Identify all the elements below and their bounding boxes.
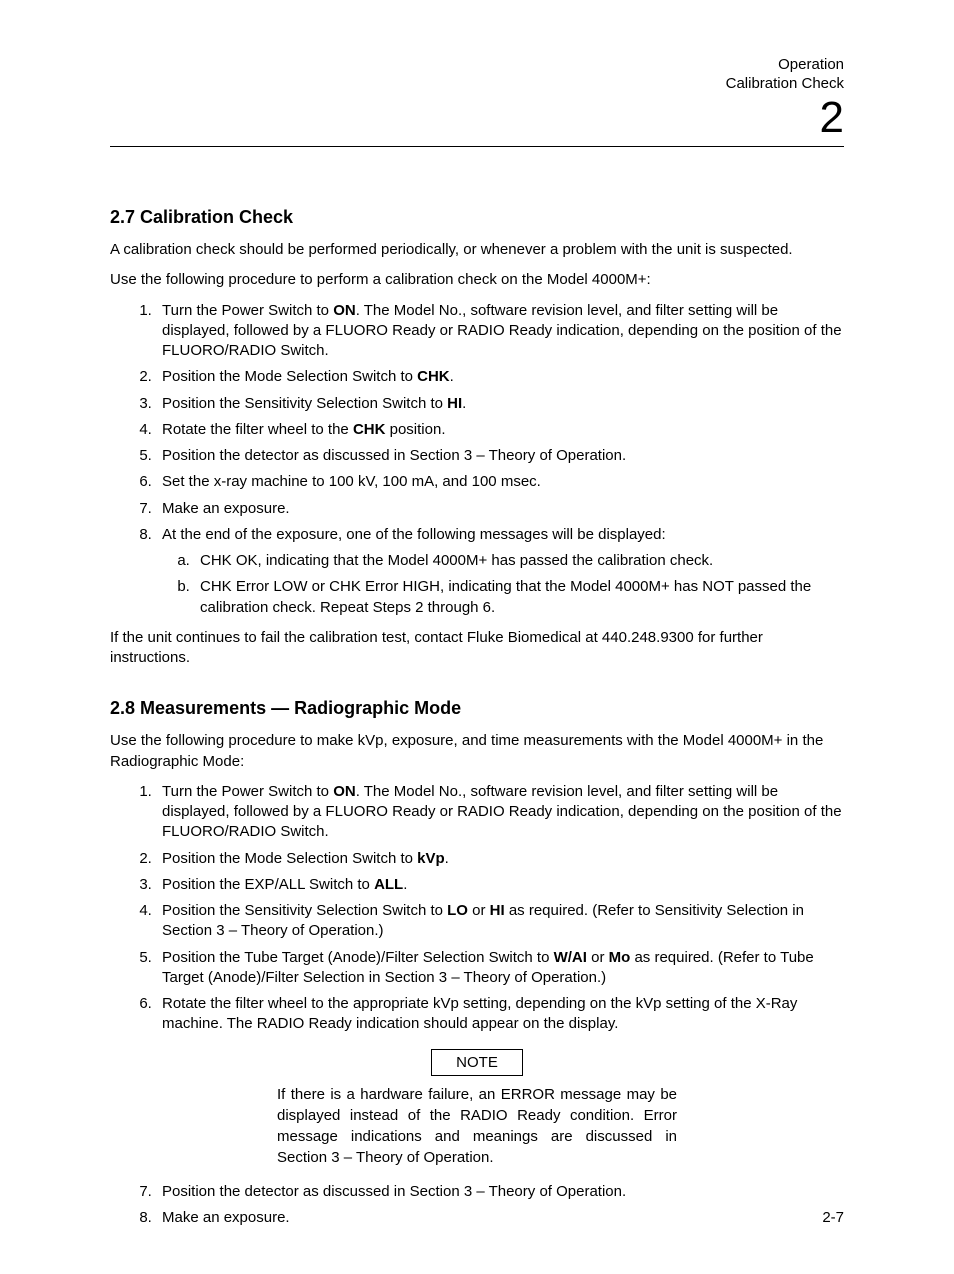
text: Position the Mode Selection Switch to <box>162 368 417 385</box>
radio-step-2: Position the Mode Selection Switch to kV… <box>156 849 844 869</box>
text-bold: Mo <box>609 949 631 966</box>
cal-step-6: Set the x-ray machine to 100 kV, 100 mA,… <box>156 472 844 492</box>
page-number: 2-7 <box>822 1209 844 1226</box>
text: Turn the Power Switch to <box>162 783 333 800</box>
cal-step-4: Rotate the filter wheel to the CHK posit… <box>156 420 844 440</box>
text: . <box>403 876 407 893</box>
radio-step-6: Rotate the filter wheel to the appropria… <box>156 994 844 1035</box>
cal-intro-2: Use the following procedure to perform a… <box>110 270 844 290</box>
text: . <box>462 395 466 412</box>
cal-outro: If the unit continues to fail the calibr… <box>110 628 844 669</box>
text-bold: ON <box>333 783 356 800</box>
text-bold: ON <box>333 302 356 319</box>
text: Position the Mode Selection Switch to <box>162 850 417 867</box>
cal-step-8: At the end of the exposure, one of the f… <box>156 525 844 618</box>
header-rule <box>110 146 844 147</box>
section-heading-calibration: 2.7 Calibration Check <box>110 207 844 228</box>
text: or <box>587 949 609 966</box>
radio-steps: Turn the Power Switch to ON. The Model N… <box>110 782 844 1035</box>
text: Position the Sensitivity Selection Switc… <box>162 902 447 919</box>
radio-step-7: Position the detector as discussed in Se… <box>156 1182 844 1202</box>
section-heading-radio: 2.8 Measurements — Radiographic Mode <box>110 698 844 719</box>
text-bold: W/AI <box>554 949 587 966</box>
text: . <box>445 850 449 867</box>
chapter-header: Operation Calibration Check 2 <box>110 56 844 147</box>
text-bold: HI <box>490 902 505 919</box>
page: Operation Calibration Check 2 2.7 Calibr… <box>0 0 954 1274</box>
text-bold: ALL <box>374 876 403 893</box>
cal-step-8b: CHK Error LOW or CHK Error HIGH, indicat… <box>194 577 844 618</box>
text-bold: kVp <box>417 850 445 867</box>
text-bold: CHK <box>417 368 450 385</box>
cal-step-5: Position the detector as discussed in Se… <box>156 446 844 466</box>
radio-step-4: Position the Sensitivity Selection Switc… <box>156 901 844 942</box>
cal-intro-1: A calibration check should be performed … <box>110 240 844 260</box>
text-bold: CHK <box>353 421 386 438</box>
cal-step-3: Position the Sensitivity Selection Switc… <box>156 394 844 414</box>
cal-step-1: Turn the Power Switch to ON. The Model N… <box>156 301 844 362</box>
radio-step-8: Make an exposure. <box>156 1208 844 1228</box>
radio-step-1: Turn the Power Switch to ON. The Model N… <box>156 782 844 843</box>
text: At the end of the exposure, one of the f… <box>162 526 666 543</box>
note-text: If there is a hardware failure, an ERROR… <box>277 1084 677 1168</box>
text-bold: LO <box>447 902 468 919</box>
cal-step-7: Make an exposure. <box>156 499 844 519</box>
text: Position the Sensitivity Selection Switc… <box>162 395 447 412</box>
radio-intro: Use the following procedure to make kVp,… <box>110 731 844 772</box>
chapter-title: Operation <box>778 56 844 73</box>
text: Position the Tube Target (Anode)/Filter … <box>162 949 554 966</box>
chapter-number: 2 <box>820 96 844 140</box>
text-bold: HI <box>447 395 462 412</box>
cal-step-8a: CHK OK, indicating that the Model 4000M+… <box>194 551 844 571</box>
cal-steps: Turn the Power Switch to ON. The Model N… <box>110 301 844 618</box>
text: position. <box>385 421 445 438</box>
radio-step-3: Position the EXP/ALL Switch to ALL. <box>156 875 844 895</box>
note-block: NOTE If there is a hardware failure, an … <box>277 1049 677 1168</box>
radio-step-5: Position the Tube Target (Anode)/Filter … <box>156 948 844 989</box>
radio-steps-cont: Position the detector as discussed in Se… <box>110 1182 844 1229</box>
text: Turn the Power Switch to <box>162 302 333 319</box>
text: Position the EXP/ALL Switch to <box>162 876 374 893</box>
cal-step-8-sub: CHK OK, indicating that the Model 4000M+… <box>162 551 844 618</box>
text: Rotate the filter wheel to the <box>162 421 353 438</box>
note-label: NOTE <box>431 1049 523 1076</box>
cal-step-2: Position the Mode Selection Switch to CH… <box>156 367 844 387</box>
text: . <box>450 368 454 385</box>
text: or <box>468 902 490 919</box>
chapter-section: Calibration Check <box>726 75 844 92</box>
